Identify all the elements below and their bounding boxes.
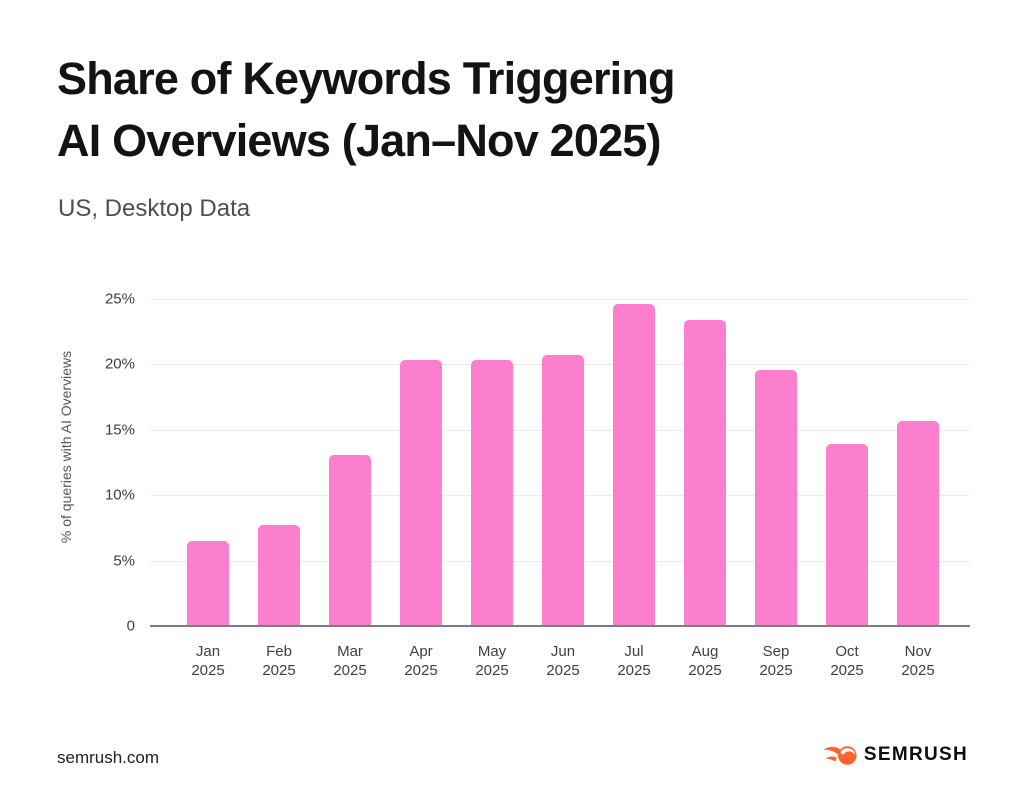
y-axis-title: % of queries with AI Overviews (58, 350, 74, 544)
x-tick-label: Sep 2025 (740, 642, 812, 680)
bar-aug (684, 319, 726, 626)
x-tick-month: Aug (691, 643, 719, 660)
bar-jun (542, 355, 584, 626)
x-tick-label: May 2025 (456, 642, 528, 680)
x-tick-month: Feb (266, 643, 292, 660)
x-tick-year: 2025 (830, 662, 864, 679)
x-tick-year: 2025 (333, 662, 367, 679)
bar-chart: % of queries with AI Overviews 25% 20% 15%… (58, 291, 970, 688)
semrush-flame-ball-icon (823, 745, 857, 765)
x-tick-month: Jul (624, 643, 644, 660)
x-tick-label: Jul 2025 (598, 642, 670, 680)
bar-nov (897, 420, 939, 626)
semrush-logo: SEMRUSH (823, 744, 968, 766)
x-tick-year: 2025 (191, 662, 225, 679)
x-tick-label: Oct 2025 (811, 642, 883, 680)
y-tick-label: 5% (113, 552, 135, 570)
source-site-text: semrush.com (57, 748, 160, 767)
x-tick-year: 2025 (688, 662, 722, 679)
x-tick-year: 2025 (901, 662, 935, 679)
x-tick-month: Nov (904, 643, 932, 660)
page-title: Share of Keywords Triggering AI Overview… (57, 48, 676, 172)
x-tick-label: Mar 2025 (314, 642, 386, 680)
x-tick-month: Jan (195, 643, 221, 660)
bar-apr (400, 360, 442, 626)
plot-area (150, 299, 970, 627)
x-tick-year: 2025 (617, 662, 651, 679)
x-tick-month: May (477, 643, 507, 660)
x-tick-label: Jan 2025 (172, 642, 244, 680)
x-tick-label: Nov 2025 (882, 642, 954, 680)
semrush-logo-text: SEMRUSH (863, 744, 968, 765)
x-tick-label: Jun 2025 (527, 642, 599, 680)
x-tick-year: 2025 (475, 662, 509, 679)
x-tick-year: 2025 (404, 662, 438, 679)
gridline (150, 299, 970, 300)
x-tick-label: Apr 2025 (385, 642, 457, 680)
bar-jan (187, 540, 229, 626)
x-tick-label: Feb 2025 (243, 642, 315, 680)
x-tick-year: 2025 (262, 662, 296, 679)
y-axis-ticks: 25% 20% 15% 10% 5% 0 (85, 291, 135, 635)
y-tick-label: 25% (104, 290, 135, 308)
x-tick-month: Oct (835, 643, 859, 660)
chart-subtitle: US, Desktop Data (58, 195, 251, 222)
page-title-line-2: AI Overviews (Jan–Nov 2025) (57, 115, 662, 166)
x-axis-line (150, 625, 970, 627)
bar-mar (329, 454, 371, 626)
bar-feb (258, 525, 300, 626)
x-tick-month: Sep (762, 643, 790, 660)
x-axis-labels: Jan 2025 Feb 2025 Mar 2025 Apr 2025 May 2025 Jun 20… (150, 642, 970, 688)
bar-may (471, 360, 513, 626)
page-title-line-1: Share of Keywords Triggering (57, 53, 676, 104)
bar-jul (613, 304, 655, 626)
x-tick-month: Jun (550, 643, 576, 660)
bar-sep (755, 369, 797, 626)
x-tick-year: 2025 (759, 662, 793, 679)
bar-oct (826, 444, 868, 626)
y-tick-label: 20% (104, 355, 135, 373)
x-tick-year: 2025 (546, 662, 580, 679)
x-tick-month: Apr (409, 643, 433, 660)
y-tick-label: 10% (104, 486, 135, 504)
x-tick-month: Mar (337, 643, 363, 660)
y-tick-label: 15% (104, 421, 135, 439)
x-tick-label: Aug 2025 (669, 642, 741, 680)
y-tick-label: 0 (126, 617, 135, 635)
